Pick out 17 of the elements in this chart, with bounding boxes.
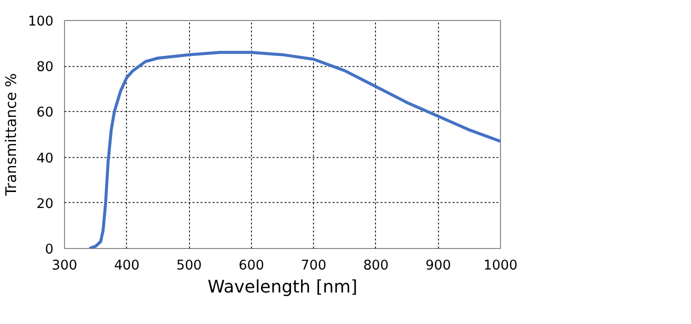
x-axis-title: Wavelength [nm] bbox=[208, 278, 358, 298]
x-tick-label: 300 bbox=[52, 258, 78, 274]
x-tick-label: 800 bbox=[363, 258, 389, 274]
x-tick-label: 500 bbox=[176, 258, 202, 274]
x-tick-label: 900 bbox=[425, 258, 451, 274]
y-tick-label: 0 bbox=[45, 242, 54, 258]
x-tick-label: 600 bbox=[238, 258, 264, 274]
y-tick-label: 40 bbox=[36, 151, 54, 166]
x-tick-label: 700 bbox=[300, 258, 326, 274]
y-tick-label: 100 bbox=[28, 14, 54, 30]
x-tick-label: 400 bbox=[114, 258, 140, 274]
y-axis-title: Transmittance % bbox=[3, 73, 20, 197]
x-tick-label: 1000 bbox=[484, 258, 518, 274]
y-tick-label: 20 bbox=[36, 196, 54, 212]
y-tick-label: 60 bbox=[36, 106, 54, 121]
y-tick-label: 80 bbox=[36, 60, 54, 76]
line-series bbox=[88, 50, 500, 248]
